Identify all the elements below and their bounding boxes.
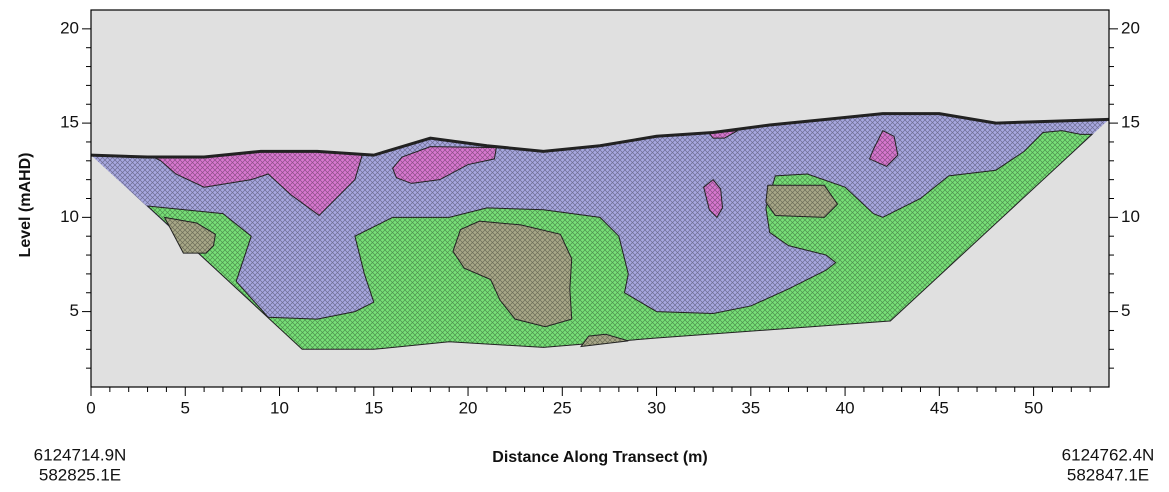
x-tick-label: 30 bbox=[647, 398, 666, 417]
x-tick-label: 35 bbox=[741, 398, 760, 417]
end-label: 6124762.4N bbox=[1062, 445, 1155, 464]
y-tick-label: 5 bbox=[70, 301, 79, 320]
y-axis-title: Level (mAHD) bbox=[17, 153, 34, 258]
x-tick-label: 5 bbox=[181, 398, 190, 417]
y-tick-label: 15 bbox=[60, 113, 79, 132]
start-label: 582825.1E bbox=[39, 465, 121, 484]
y2-tick-label: 15 bbox=[1121, 113, 1140, 132]
y2-tick-label: 20 bbox=[1121, 18, 1140, 37]
x-tick-label: 10 bbox=[270, 398, 289, 417]
x-tick-label: 0 bbox=[86, 398, 95, 417]
y-tick-label: 20 bbox=[60, 18, 79, 37]
y2-tick-label: 5 bbox=[1121, 301, 1130, 320]
y2-tick-label: 10 bbox=[1121, 207, 1140, 226]
x-tick-label: 50 bbox=[1024, 398, 1043, 417]
zone bbox=[163, 216, 216, 254]
zone bbox=[703, 178, 724, 219]
x-axis-title: Distance Along Transect (m) bbox=[492, 449, 707, 466]
x-tick-label: 45 bbox=[930, 398, 949, 417]
zone bbox=[765, 184, 839, 218]
start-label: 6124714.9N bbox=[34, 445, 127, 464]
ground-surface bbox=[90, 112, 1110, 159]
zone bbox=[580, 333, 629, 348]
x-tick-label: 25 bbox=[553, 398, 572, 417]
x-tick-label: 40 bbox=[836, 398, 855, 417]
x-tick-label: 20 bbox=[459, 398, 478, 417]
end-label: 582847.1E bbox=[1067, 465, 1149, 484]
zone bbox=[868, 129, 899, 168]
x-tick-label: 15 bbox=[364, 398, 383, 417]
zone bbox=[392, 146, 497, 184]
y-tick-label: 10 bbox=[60, 207, 79, 226]
zone bbox=[452, 220, 573, 328]
zone bbox=[146, 130, 1094, 350]
